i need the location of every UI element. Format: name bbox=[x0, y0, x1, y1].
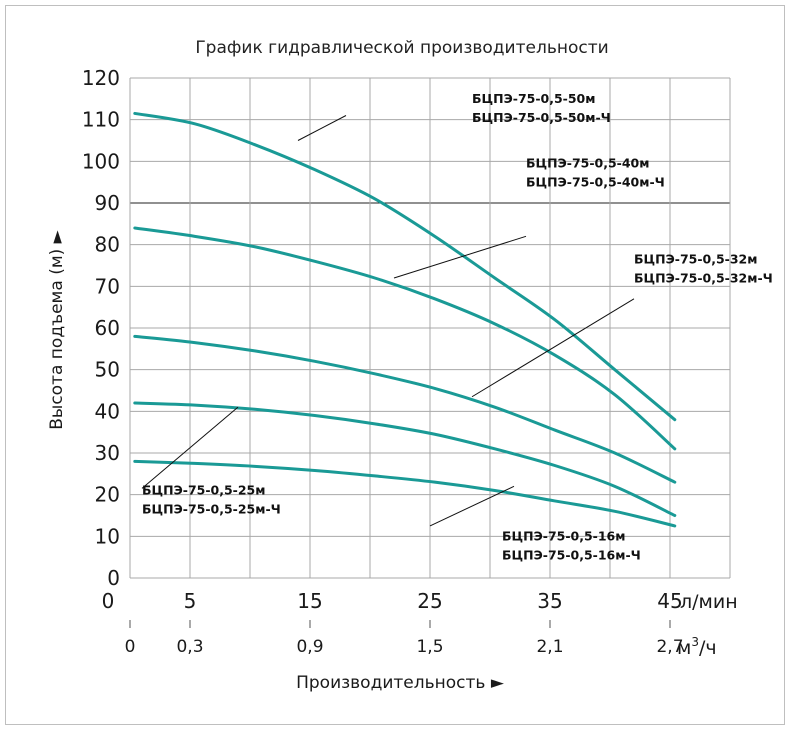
leader-line-2 bbox=[393, 235, 527, 279]
y-tick-label: 0 bbox=[107, 566, 120, 590]
y-tick-labels: 0 10 20 30 40 50 60 70 80 90 100 110 120 bbox=[82, 66, 120, 590]
curve-3 bbox=[133, 334, 677, 484]
x-tick-label-lmin: 25 bbox=[417, 589, 442, 613]
x-tick-label-m3h: 2,7 bbox=[656, 637, 683, 657]
leader-line-3 bbox=[471, 298, 635, 398]
unit-lmin: л/мин bbox=[680, 591, 738, 613]
y-tick-label: 30 bbox=[95, 441, 120, 465]
x-tick-label-lmin: 5 bbox=[184, 589, 197, 613]
x-tick-labels-m3h: 0 0,3 0,9 1,5 2,1 2,7 bbox=[125, 637, 684, 657]
unit-m3h-tail: /ч bbox=[699, 637, 717, 659]
curve-label-3-a: БЦПЭ-75-0,5-32м bbox=[634, 251, 757, 266]
y-tick-label: 90 bbox=[95, 191, 120, 215]
y-tick-label: 80 bbox=[95, 233, 120, 257]
leader-line-4 bbox=[141, 406, 239, 489]
y-tick-label: 60 bbox=[95, 316, 120, 340]
leader-line-5 bbox=[429, 485, 515, 527]
curve-label-1-b: БЦПЭ-75-0,5-50м-Ч bbox=[472, 110, 611, 125]
unit-m3h-sup: 3 bbox=[691, 635, 699, 649]
x-tick-label-lmin: 0 bbox=[102, 589, 115, 613]
x-tick-label-m3h: 0,9 bbox=[296, 637, 323, 657]
y-tick-label: 100 bbox=[82, 149, 120, 173]
curve-5 bbox=[133, 459, 677, 528]
leader-lines bbox=[141, 115, 635, 527]
curve-1 bbox=[133, 111, 677, 422]
x-tick-label-m3h: 2,1 bbox=[536, 637, 563, 657]
curve-label-4-a: БЦПЭ-75-0,5-25м bbox=[142, 483, 265, 498]
curve-label-4-b: БЦПЭ-75-0,5-25м-Ч bbox=[142, 502, 281, 517]
x-tick-label-m3h: 0,3 bbox=[176, 637, 203, 657]
x-tick-label-lmin: 15 bbox=[297, 589, 322, 613]
unit-m3h: м3/ч bbox=[677, 635, 717, 659]
leader-line-1 bbox=[297, 115, 347, 141]
grid bbox=[129, 77, 731, 628]
x-tick-label-lmin: 35 bbox=[537, 589, 562, 613]
curve-labels: БЦПЭ-75-0,5-50м БЦПЭ-75-0,5-50м-Ч БЦПЭ-75-… bbox=[142, 91, 773, 563]
curve-label-2-a: БЦПЭ-75-0,5-40м bbox=[526, 156, 649, 171]
unit-m3h-base: м bbox=[677, 637, 691, 659]
curve-label-1-a: БЦПЭ-75-0,5-50м bbox=[472, 91, 595, 106]
y-tick-label: 10 bbox=[95, 524, 120, 548]
curve-label-5-b: БЦПЭ-75-0,5-16м-Ч bbox=[502, 548, 641, 563]
curve-label-2-b: БЦПЭ-75-0,5-40м-Ч bbox=[526, 175, 665, 190]
x-tick-labels-lmin: 0 5 15 25 35 45 bbox=[102, 589, 683, 613]
y-tick-label: 50 bbox=[95, 358, 120, 382]
x-tick-label-lmin: 45 bbox=[657, 589, 682, 613]
y-tick-label: 70 bbox=[95, 274, 120, 298]
curve-label-5-a: БЦПЭ-75-0,5-16м bbox=[502, 529, 625, 544]
x-axis-label: Производительность ► bbox=[296, 673, 505, 693]
y-tick-label: 20 bbox=[95, 483, 120, 507]
y-tick-label: 120 bbox=[82, 66, 120, 90]
y-axis-label: Высота подъема (м) ► bbox=[47, 229, 67, 429]
y-tick-label: 110 bbox=[82, 108, 120, 132]
curve-4 bbox=[133, 401, 677, 517]
chart-frame bbox=[5, 5, 785, 725]
curve-label-3-b: БЦПЭ-75-0,5-32м-Ч bbox=[634, 270, 773, 285]
curve-2 bbox=[133, 226, 677, 451]
y-tick-label: 40 bbox=[95, 399, 120, 423]
x-tick-label-m3h: 1,5 bbox=[416, 637, 443, 657]
curves bbox=[133, 111, 677, 528]
chart-title: График гидравлической производительности bbox=[195, 38, 608, 58]
x-tick-label-m3h: 0 bbox=[125, 637, 136, 657]
